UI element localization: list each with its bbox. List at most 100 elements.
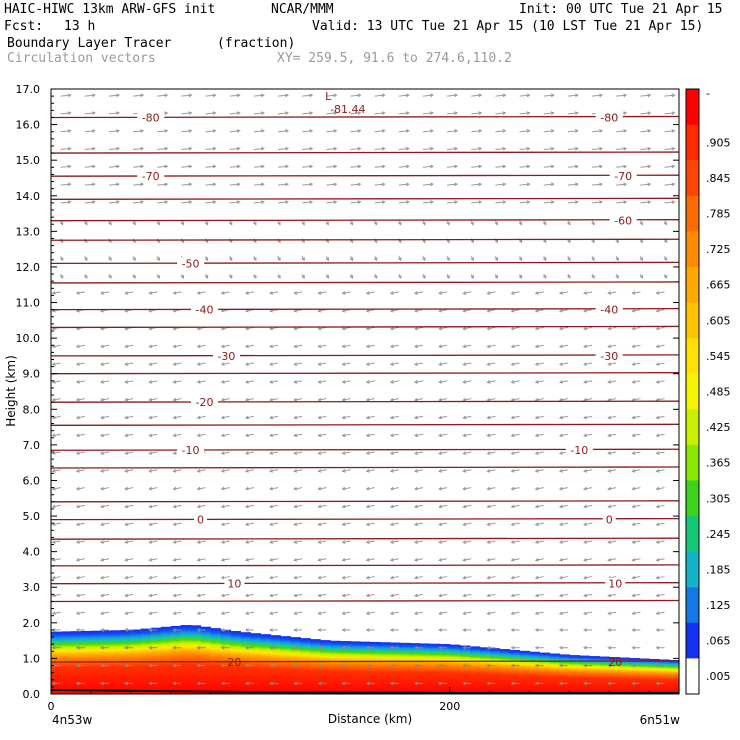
circulation-vector xyxy=(632,344,641,348)
xy-range: XY= 259.5, 91.6 to 274.6,110.2 xyxy=(277,51,512,66)
vector-arrowhead xyxy=(124,433,129,438)
circulation-vector xyxy=(495,148,506,150)
vector-arrowhead xyxy=(510,415,515,420)
isotherm-line xyxy=(50,261,680,265)
vector-arrowhead xyxy=(341,291,346,295)
vector-arrowhead xyxy=(478,182,483,187)
vector-arrowhead xyxy=(172,628,177,632)
vector-arrowhead xyxy=(285,93,290,98)
vector-arrowhead xyxy=(124,504,129,509)
circulation-vector xyxy=(519,201,530,204)
circulation-vector xyxy=(656,433,665,437)
vector-arrowhead xyxy=(631,681,636,686)
tracer-fill-strip xyxy=(479,647,491,694)
tracer-fill-strip xyxy=(629,658,640,694)
vector-arrowhead xyxy=(116,146,121,151)
vector-arrowhead xyxy=(333,182,338,187)
vector-arrowhead xyxy=(196,645,201,650)
circulation-vector xyxy=(398,112,409,115)
vector-arrowhead xyxy=(623,93,628,98)
vector-arrowhead xyxy=(148,611,153,616)
circulation-vector xyxy=(84,112,95,115)
vector-arrowhead xyxy=(438,540,443,544)
vector-arrowhead xyxy=(309,146,314,151)
vector-arrowhead xyxy=(172,504,177,509)
circulation-vector xyxy=(366,487,375,490)
isotherm-line xyxy=(50,466,680,469)
circulation-vector xyxy=(414,451,424,454)
circulation-vector xyxy=(447,201,458,204)
circulation-vector xyxy=(269,469,279,472)
vector-arrowhead xyxy=(631,362,636,366)
tracer-fill-strip xyxy=(379,642,391,694)
vector-arrowhead xyxy=(244,611,249,616)
circulation-vector xyxy=(511,593,520,597)
circulation-vector xyxy=(245,451,254,454)
field-units: (fraction) xyxy=(217,36,296,51)
circulation-vector xyxy=(149,504,158,508)
circulation-vector xyxy=(197,487,206,490)
circulation-vector xyxy=(197,433,206,437)
circulation-vector xyxy=(366,415,375,419)
circulation-vector xyxy=(197,558,206,561)
vector-arrowhead xyxy=(317,415,322,420)
vector-arrowhead xyxy=(317,308,322,313)
circulation-vector xyxy=(608,433,617,437)
isotherm-label: -20 xyxy=(196,396,214,409)
vector-arrowhead xyxy=(124,593,129,598)
vector-arrowhead xyxy=(381,93,386,98)
vector-arrowhead xyxy=(510,469,515,473)
circulation-vector xyxy=(463,522,472,526)
vector-arrowhead xyxy=(534,362,539,366)
circulation-vector xyxy=(414,540,424,543)
vector-arrowhead xyxy=(220,575,225,580)
vector-arrowhead xyxy=(341,308,346,313)
circulation-vector xyxy=(559,309,568,312)
circulation-vector xyxy=(439,433,448,437)
circulation-vector xyxy=(157,94,168,97)
circulation-vector xyxy=(390,611,399,615)
vector-arrowhead xyxy=(349,221,354,226)
circulation-vector xyxy=(640,165,651,168)
vector-arrowhead xyxy=(430,146,435,151)
circulation-vector xyxy=(656,469,665,472)
vector-arrowhead xyxy=(293,522,298,527)
vector-arrowhead xyxy=(671,164,676,169)
circulation-vector xyxy=(471,148,482,150)
circulation-vector xyxy=(398,165,409,168)
circulation-vector xyxy=(390,576,399,579)
isotherm-label: 20 xyxy=(608,656,622,669)
circulation-vector xyxy=(76,576,85,579)
vector-arrowhead xyxy=(518,239,523,244)
vector-arrowhead xyxy=(99,575,104,580)
circulation-vector xyxy=(100,487,110,490)
circulation-vector xyxy=(616,130,627,133)
tracer-fill-strip xyxy=(469,646,481,694)
vector-arrowhead xyxy=(583,344,588,349)
circulation-vector xyxy=(422,112,434,115)
vector-arrowhead xyxy=(236,93,241,98)
circulation-vector xyxy=(269,576,279,579)
circulation-vector xyxy=(463,291,472,294)
circulation-vector xyxy=(245,522,254,526)
circulation-vector xyxy=(60,148,71,150)
circulation-vector xyxy=(422,130,434,133)
vector-arrowhead xyxy=(615,239,619,244)
vector-arrowhead xyxy=(413,504,418,509)
circulation-vector xyxy=(342,593,351,597)
vector-arrowhead xyxy=(631,291,636,295)
vector-arrowhead xyxy=(462,397,467,402)
circulation-vector xyxy=(294,522,303,526)
circulation-vector xyxy=(390,291,399,294)
circulation-vector xyxy=(149,344,158,348)
circulation-vector xyxy=(640,201,651,204)
vector-arrowhead xyxy=(558,575,563,580)
circulation-vector xyxy=(149,415,158,419)
circulation-vector xyxy=(173,433,182,437)
vector-arrowhead xyxy=(91,111,96,116)
tracer-fill-strip xyxy=(240,632,251,694)
vector-arrowhead xyxy=(655,663,660,668)
vector-arrowhead xyxy=(309,182,314,187)
vector-arrowhead xyxy=(244,451,249,455)
circulation-vector xyxy=(519,183,530,186)
